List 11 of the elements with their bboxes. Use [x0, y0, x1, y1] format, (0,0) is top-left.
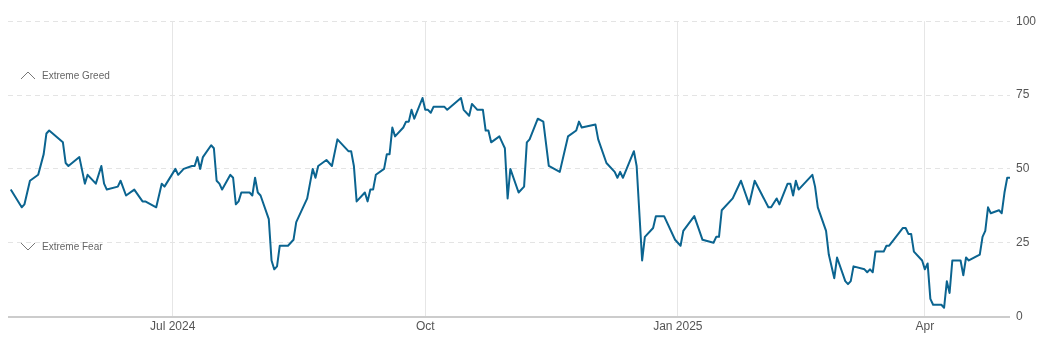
y-tick-label: 25 [1015, 235, 1030, 250]
x-tick-label: Jul 2024 [150, 319, 196, 334]
x-tick-label: Jan 2025 [653, 319, 703, 334]
x-tick-label: Apr [915, 319, 935, 334]
y-tick-label: 75 [1015, 87, 1030, 102]
y-tick-label: 100 [1015, 13, 1037, 28]
y-tick-label: 50 [1015, 161, 1030, 176]
annotation: Extreme Greed [42, 70, 110, 81]
annotation: Extreme Fear [42, 241, 103, 252]
x-tick-label: Oct [415, 319, 436, 334]
y-tick-label: 0 [1015, 308, 1023, 323]
